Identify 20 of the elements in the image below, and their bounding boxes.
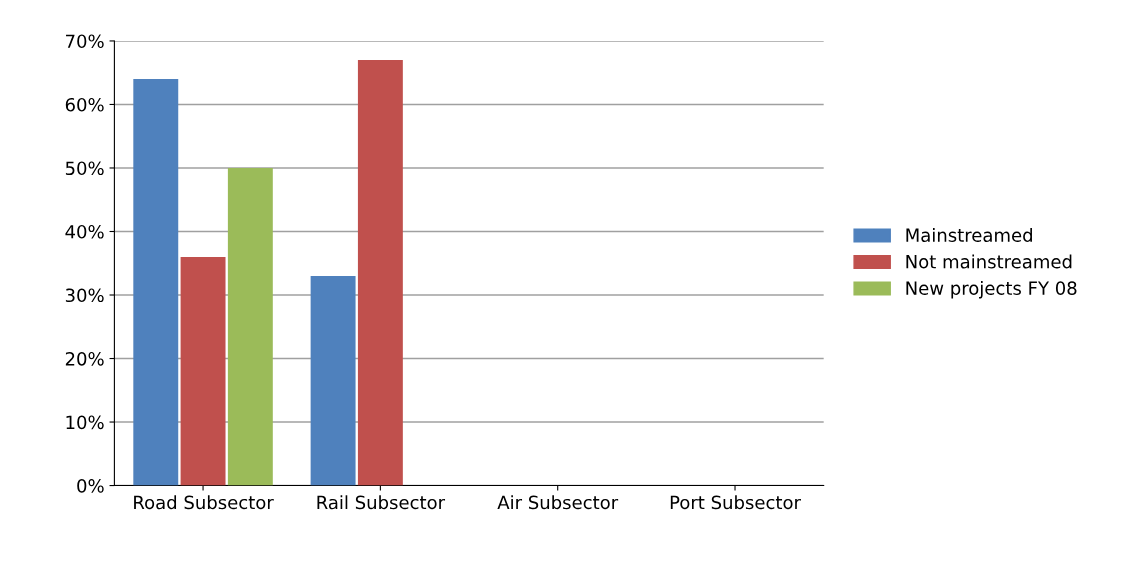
x-tick-label: Air Subsector [497,495,619,510]
bar [310,275,356,486]
bar [180,256,226,486]
legend-label: Not mainstreamed [906,254,1072,269]
bar [133,79,179,486]
legend-label: Mainstreamed [906,228,1032,242]
x-tick-label: Rail Subsector [317,495,446,510]
y-tick-label: 40% [65,224,104,239]
legend-label: New projects FY 08 [906,281,1077,299]
y-tick-label: 30% [65,288,104,303]
y-tick-label: 70% [66,34,104,49]
y-tick-label: 60% [65,97,104,112]
bar [227,167,273,486]
y-tick-label: 50% [65,161,104,176]
bar [357,60,403,486]
y-tick-label: 10% [66,415,104,430]
y-tick-label: 0% [77,479,104,493]
y-tick-label: 20% [65,351,104,366]
x-tick-label: Road Subsector [134,495,274,510]
x-tick-label: Port Subsector [670,495,801,510]
